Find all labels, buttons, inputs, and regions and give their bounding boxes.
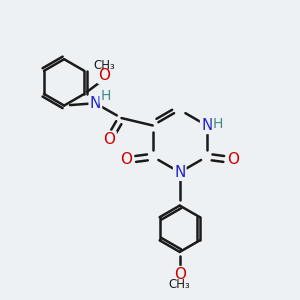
Text: N: N — [174, 165, 185, 180]
Text: O: O — [120, 152, 132, 167]
Text: CH₃: CH₃ — [169, 278, 190, 291]
Text: H: H — [213, 117, 223, 131]
Text: O: O — [103, 132, 116, 147]
Text: O: O — [98, 68, 110, 83]
Text: O: O — [227, 152, 239, 167]
Text: CH₃: CH₃ — [94, 58, 115, 72]
Text: N: N — [90, 96, 101, 111]
Text: O: O — [174, 267, 186, 282]
Text: H: H — [100, 89, 111, 103]
Text: N: N — [201, 118, 212, 133]
